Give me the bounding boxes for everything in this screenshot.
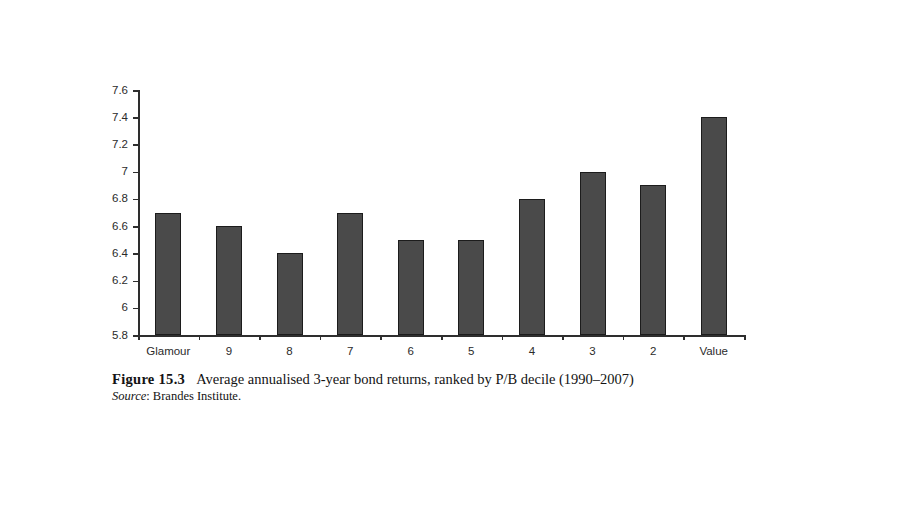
source-line: Source: Brandes Institute.: [112, 389, 634, 405]
x-tick-mark: [199, 335, 201, 340]
y-tick-mark: [133, 253, 138, 255]
bar: [337, 213, 363, 336]
y-tick-label: 6.4: [94, 248, 128, 260]
bar: [580, 172, 606, 335]
source-text: : Brandes Institute.: [146, 389, 241, 403]
y-tick-label: 6.8: [94, 193, 128, 205]
bar: [155, 213, 181, 336]
x-tick-mark: [623, 335, 625, 340]
y-tick-label: 7.4: [94, 112, 128, 124]
x-tick-mark: [683, 335, 685, 340]
bar: [701, 117, 727, 335]
x-tick-label: 3: [561, 346, 625, 358]
source-label: Source: [112, 389, 146, 403]
x-tick-label: 7: [318, 346, 382, 358]
y-tick-label: 7.2: [94, 139, 128, 151]
y-tick-mark: [133, 199, 138, 201]
x-tick-label: 6: [379, 346, 443, 358]
y-axis: [138, 90, 140, 337]
bar-chart: 7.67.47.276.86.66.46.265.8Glamour9876543…: [0, 0, 913, 505]
x-tick-mark: [320, 335, 322, 340]
x-tick-label: Value: [682, 346, 746, 358]
x-tick-label: Glamour: [136, 346, 200, 358]
y-tick-label: 7: [94, 166, 128, 178]
y-tick-mark: [133, 308, 138, 310]
y-tick-label: 5.8: [94, 330, 128, 342]
x-tick-label: 2: [621, 346, 685, 358]
y-tick-label: 6: [94, 302, 128, 314]
figure-number: Figure 15.3: [112, 371, 185, 387]
figure-title: Average annualised 3-year bond returns, …: [196, 371, 634, 387]
bar: [398, 240, 424, 335]
x-tick-mark: [380, 335, 382, 340]
bar: [519, 199, 545, 335]
x-tick-mark: [562, 335, 564, 340]
page: 7.67.47.276.86.66.46.265.8Glamour9876543…: [0, 0, 913, 505]
y-tick-mark: [133, 226, 138, 228]
x-tick-mark: [441, 335, 443, 340]
x-tick-label: 5: [439, 346, 503, 358]
bar: [458, 240, 484, 335]
x-tick-label: 8: [258, 346, 322, 358]
y-tick-mark: [133, 90, 138, 92]
figure-caption: Figure 15.3 Average annualised 3-year bon…: [112, 370, 634, 405]
bar: [640, 185, 666, 335]
x-tick-mark: [744, 335, 746, 340]
y-tick-label: 6.2: [94, 275, 128, 287]
y-tick-mark: [133, 144, 138, 146]
x-tick-mark: [502, 335, 504, 340]
y-tick-label: 6.6: [94, 221, 128, 233]
x-tick-mark: [138, 335, 140, 340]
x-tick-label: 4: [500, 346, 564, 358]
caption-line: Figure 15.3 Average annualised 3-year bon…: [112, 370, 634, 388]
y-tick-mark: [133, 172, 138, 174]
bar: [216, 226, 242, 335]
y-tick-mark: [133, 117, 138, 119]
y-tick-mark: [133, 281, 138, 283]
x-tick-mark: [259, 335, 261, 340]
bar: [277, 253, 303, 335]
x-tick-label: 9: [197, 346, 261, 358]
y-tick-label: 7.6: [94, 85, 128, 97]
